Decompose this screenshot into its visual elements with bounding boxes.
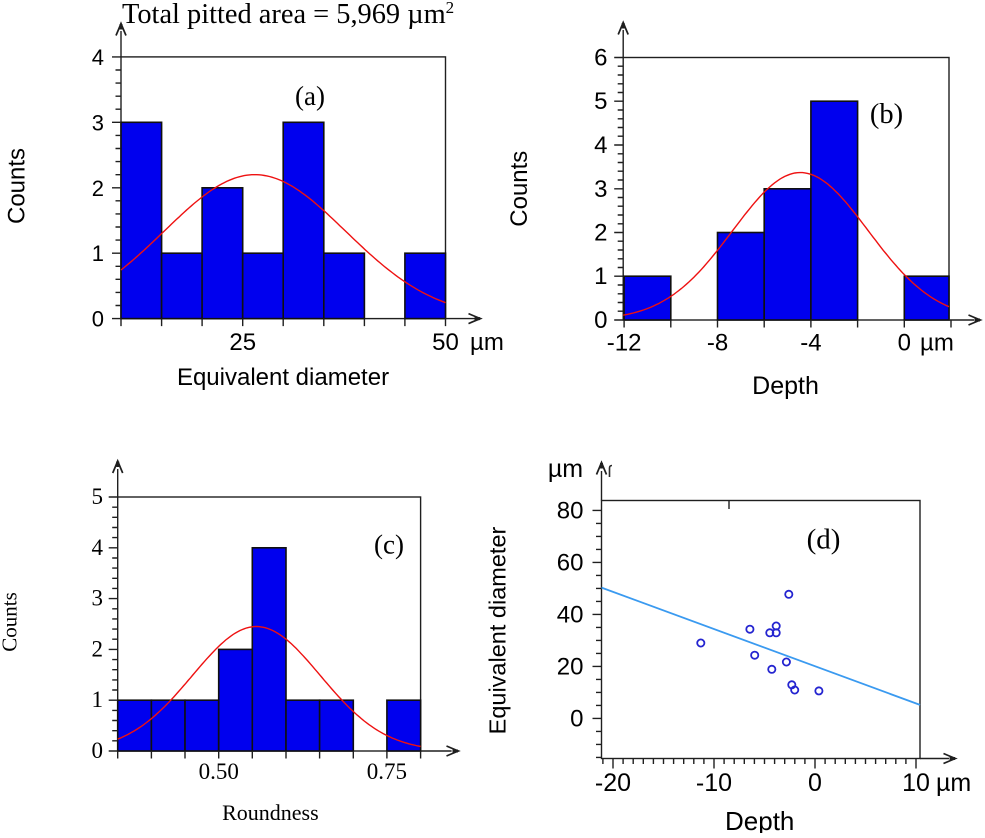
svg-text:3: 3: [92, 110, 104, 135]
svg-text:µm: µm: [920, 330, 954, 357]
svg-text:-12: -12: [607, 330, 642, 357]
svg-text:(c): (c): [374, 530, 404, 560]
svg-text:Equivalent diameter: Equivalent diameter: [177, 364, 389, 391]
svg-text:3: 3: [594, 176, 607, 203]
svg-text:40: 40: [557, 601, 584, 628]
svg-text:Depth: Depth: [752, 372, 819, 400]
svg-text:5: 5: [92, 484, 104, 509]
svg-text:1: 1: [594, 263, 607, 290]
svg-text:-10: -10: [696, 769, 732, 797]
svg-text:6: 6: [594, 45, 607, 72]
svg-text:Counts: Counts: [506, 151, 533, 227]
svg-text:2: 2: [92, 176, 104, 201]
svg-text:0: 0: [92, 307, 104, 332]
svg-text:0: 0: [808, 769, 822, 797]
svg-text:4: 4: [92, 45, 104, 70]
svg-text:0: 0: [594, 307, 607, 334]
svg-text:25: 25: [229, 329, 256, 356]
svg-text:-4: -4: [800, 330, 821, 357]
svg-text:Counts: Counts: [3, 148, 30, 224]
svg-text:10: 10: [902, 769, 930, 797]
svg-text:2: 2: [92, 636, 104, 661]
svg-text:µm: µm: [548, 455, 583, 483]
svg-text:-8: -8: [707, 330, 728, 357]
svg-text:0: 0: [570, 705, 583, 732]
svg-text:Equivalent diameter: Equivalent diameter: [485, 526, 511, 734]
svg-text:(d): (d): [807, 524, 841, 556]
svg-text:µm: µm: [470, 329, 504, 356]
svg-text:0: 0: [898, 330, 911, 357]
svg-text:µm: µm: [936, 769, 971, 797]
svg-text:1: 1: [92, 241, 104, 266]
svg-text:0: 0: [92, 738, 104, 763]
svg-text:Depth: Depth: [725, 806, 794, 833]
svg-text:2: 2: [594, 220, 607, 247]
svg-text:-20: -20: [595, 769, 631, 797]
svg-text:4: 4: [92, 535, 104, 560]
svg-text:80: 80: [557, 497, 584, 524]
svg-text:3: 3: [92, 586, 104, 611]
svg-text:Counts: Counts: [0, 592, 22, 652]
svg-text:50: 50: [432, 329, 459, 356]
svg-text:60: 60: [557, 549, 584, 576]
svg-text:0.75: 0.75: [367, 759, 407, 784]
svg-text:5: 5: [594, 88, 607, 115]
svg-text:1: 1: [92, 687, 104, 712]
svg-text:20: 20: [557, 653, 584, 680]
svg-text:(b): (b): [870, 99, 903, 130]
svg-text:Total pitted area = 5,969 µm2: Total pitted area = 5,969 µm2: [122, 0, 454, 30]
svg-text:4: 4: [594, 132, 607, 159]
svg-text:0.50: 0.50: [199, 759, 239, 784]
svg-text:Roundness: Roundness: [222, 800, 319, 825]
svg-text:(a): (a): [295, 81, 325, 111]
